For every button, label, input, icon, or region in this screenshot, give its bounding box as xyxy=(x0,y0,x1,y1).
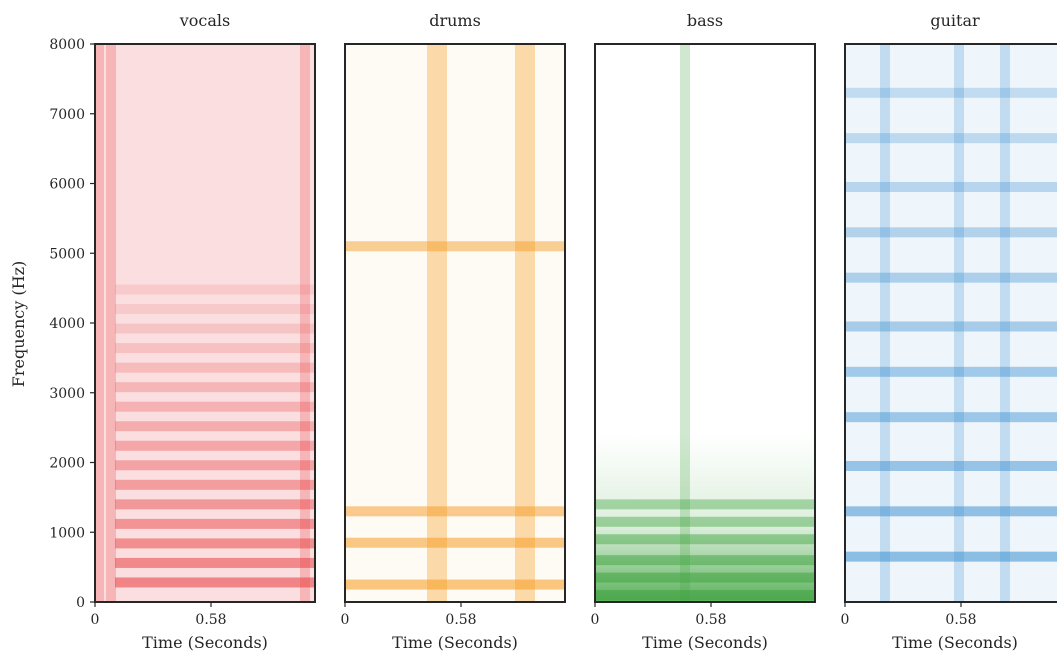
frequency-band xyxy=(115,499,315,510)
time-event xyxy=(1000,44,1010,602)
frequency-band xyxy=(115,460,315,471)
frequency-band xyxy=(845,412,1057,423)
frequency-band xyxy=(845,133,1057,144)
y-tick-label: 6000 xyxy=(49,177,85,193)
heatmap-body xyxy=(345,44,565,602)
time-event xyxy=(954,44,964,602)
frequency-band xyxy=(345,506,565,517)
panel-vocals: vocals 0 0.58 Time (Seconds) 0 1000 2000 3000 40… xyxy=(49,11,316,652)
panel-title: guitar xyxy=(930,11,980,30)
time-event xyxy=(680,44,690,602)
y-tick-label: 5000 xyxy=(49,246,85,262)
frequency-band xyxy=(845,87,1057,98)
time-event xyxy=(300,44,310,602)
frequency-band xyxy=(115,323,315,334)
frequency-band xyxy=(595,534,815,545)
frequency-band xyxy=(845,551,1057,562)
frequency-band xyxy=(845,366,1057,377)
panel-title: drums xyxy=(429,11,481,30)
frequency-band xyxy=(845,272,1057,283)
frequency-band xyxy=(595,572,815,583)
y-tick-label: 1000 xyxy=(49,525,85,541)
frequency-band xyxy=(115,440,315,451)
frequency-band xyxy=(595,516,815,527)
frequency-band xyxy=(595,555,815,566)
x-tick-label: 0.58 xyxy=(695,612,726,628)
panel-title: bass xyxy=(687,11,723,30)
frequency-band xyxy=(845,321,1057,332)
frequency-band xyxy=(345,537,565,548)
x-axis-label: Time (Seconds) xyxy=(392,633,518,652)
panel-bass: bass 0 0.58 Time (Seconds) xyxy=(591,11,816,652)
frequency-band xyxy=(115,284,315,295)
x-tick-label: 0 xyxy=(841,612,850,628)
panel-frame xyxy=(344,43,566,603)
frequency-band xyxy=(115,421,315,432)
panel-drums: drums 0 0.58 Time (Seconds) xyxy=(341,11,566,652)
background-energy xyxy=(95,44,315,602)
frequency-band xyxy=(115,538,315,549)
frequency-band xyxy=(845,506,1057,517)
heatmap-body xyxy=(845,44,1057,602)
frequency-band xyxy=(115,518,315,529)
frequency-band xyxy=(595,499,815,510)
heatmap-body xyxy=(95,44,315,602)
x-axis-label: Time (Seconds) xyxy=(892,633,1018,652)
x-tick-label: 0 xyxy=(91,612,100,628)
y-axis-label: Frequency (Hz) xyxy=(9,261,28,388)
x-tick-label: 0 xyxy=(341,612,350,628)
frequency-band xyxy=(115,304,315,315)
panel-title: vocals xyxy=(179,11,231,30)
panel-guitar: guitar 0 0.58 Time (Seconds) xyxy=(841,11,1057,652)
x-tick-label: 0.58 xyxy=(945,612,976,628)
frequency-band xyxy=(115,343,315,354)
panel-frame xyxy=(594,43,816,603)
frequency-band xyxy=(845,227,1057,238)
time-event xyxy=(95,44,104,602)
frequency-band xyxy=(595,590,815,601)
panels: vocals 0 0.58 Time (Seconds) 0 1000 2000 3000 40… xyxy=(49,11,1057,652)
x-tick-label: 0 xyxy=(591,612,600,628)
time-event xyxy=(880,44,890,602)
x-axis-label: Time (Seconds) xyxy=(642,633,768,652)
frequency-band xyxy=(115,401,315,412)
frequency-band xyxy=(115,382,315,393)
y-tick-label: 3000 xyxy=(49,386,85,402)
background-energy xyxy=(345,44,565,602)
x-tick-label: 0.58 xyxy=(195,612,226,628)
frequency-band xyxy=(845,181,1057,192)
panel-frame xyxy=(844,43,1057,603)
frequency-band xyxy=(845,460,1057,471)
x-tick-label: 0.58 xyxy=(445,612,476,628)
y-tick-label: 2000 xyxy=(49,456,85,472)
frequency-band xyxy=(345,579,565,590)
time-event xyxy=(515,44,535,602)
frequency-band xyxy=(115,577,315,588)
y-tick-label: 0 xyxy=(76,595,85,611)
y-tick-label: 8000 xyxy=(49,37,85,53)
frequency-band xyxy=(115,557,315,568)
y-tick-label: 4000 xyxy=(49,316,85,332)
time-event xyxy=(106,44,116,602)
frequency-band xyxy=(115,362,315,373)
heatmap-body xyxy=(595,44,815,602)
frequency-band xyxy=(345,241,565,252)
y-tick-label: 7000 xyxy=(49,107,85,123)
x-axis-label: Time (Seconds) xyxy=(142,633,268,652)
time-event xyxy=(427,44,447,602)
frequency-band xyxy=(115,479,315,490)
